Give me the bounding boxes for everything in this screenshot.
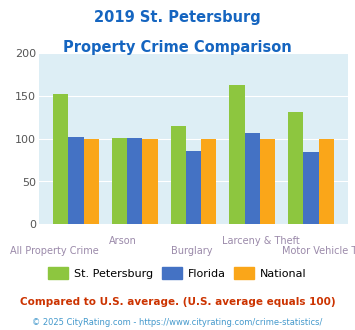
Bar xyxy=(260,139,275,224)
Bar xyxy=(112,138,127,224)
Text: Property Crime Comparison: Property Crime Comparison xyxy=(63,40,292,54)
Bar xyxy=(303,152,318,224)
Bar xyxy=(170,126,186,224)
Bar xyxy=(186,150,201,224)
Bar xyxy=(245,133,260,224)
Text: Motor Vehicle Theft: Motor Vehicle Theft xyxy=(282,246,355,256)
Bar xyxy=(69,137,84,224)
Bar xyxy=(127,138,142,224)
Text: All Property Crime: All Property Crime xyxy=(10,246,99,256)
Text: Arson: Arson xyxy=(109,236,137,246)
Bar xyxy=(288,112,303,224)
Bar xyxy=(318,139,334,224)
Bar xyxy=(201,139,217,224)
Text: 2019 St. Petersburg: 2019 St. Petersburg xyxy=(94,10,261,25)
Legend: St. Petersburg, Florida, National: St. Petersburg, Florida, National xyxy=(44,263,311,283)
Bar xyxy=(84,139,99,224)
Bar xyxy=(53,94,69,224)
Bar xyxy=(142,139,158,224)
Text: © 2025 CityRating.com - https://www.cityrating.com/crime-statistics/: © 2025 CityRating.com - https://www.city… xyxy=(32,318,323,327)
Text: Compared to U.S. average. (U.S. average equals 100): Compared to U.S. average. (U.S. average … xyxy=(20,297,335,307)
Text: Burglary: Burglary xyxy=(171,246,213,256)
Text: Larceny & Theft: Larceny & Theft xyxy=(222,236,299,246)
Bar xyxy=(229,84,245,224)
